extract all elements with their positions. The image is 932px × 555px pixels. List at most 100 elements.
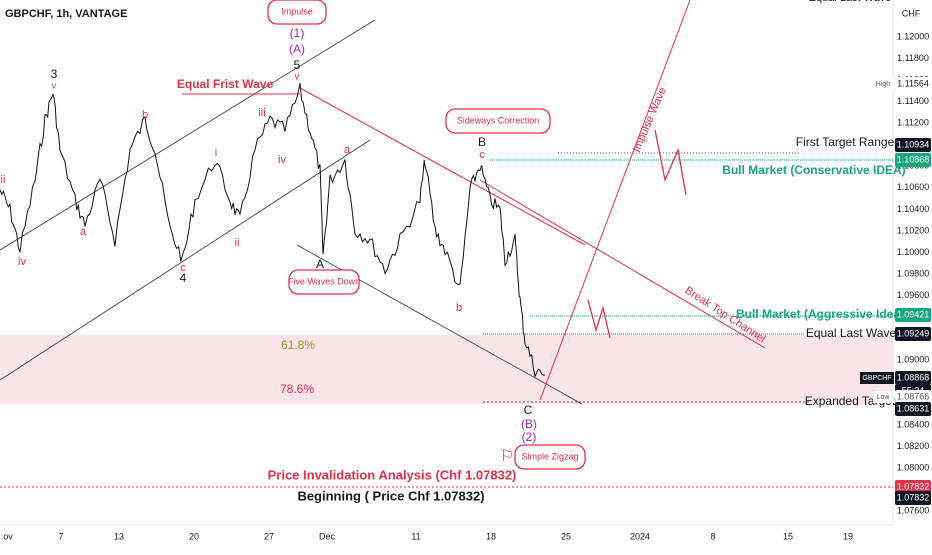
- time-tick-label: 11: [411, 531, 420, 541]
- price-tick-label: 1.10000: [897, 247, 930, 257]
- channel-lower: [0, 139, 371, 381]
- price-tag-note: High: [876, 81, 891, 88]
- wave-label: v: [52, 80, 57, 90]
- price-tick-label: 1.09000: [897, 355, 930, 365]
- tag-note-bg: [860, 372, 894, 384]
- price-tick-label: 1.10600: [897, 182, 930, 192]
- price-tick-label: 1.11800: [897, 53, 929, 63]
- price-tag: [895, 138, 931, 152]
- callout-text: Impulse: [281, 6, 313, 16]
- wave-label: 3: [51, 67, 58, 81]
- fib-zone: [0, 335, 893, 404]
- time-tick-label: 19: [843, 531, 853, 541]
- price-tick-label: 1.09800: [897, 268, 930, 278]
- annotation: Price Invalidation Analysis (Chf 1.07832…: [268, 467, 517, 482]
- price-tag-text: 1.08631: [897, 403, 930, 413]
- symbol-title: GBPCHF, 1h, VANTAGE: [5, 8, 127, 20]
- time-tick-label: 7: [58, 531, 63, 541]
- price-tag: [895, 371, 931, 385]
- price-tick-label: 1.11200: [897, 118, 929, 128]
- time-tick-label: 15: [783, 531, 793, 541]
- clipped-label: Equal Last Wave: [809, 0, 892, 4]
- wave-label: b: [142, 109, 148, 121]
- annotation: First Target Range: [796, 135, 895, 149]
- time-tick-label: 20: [189, 531, 199, 541]
- price-tag-text: 1.10934: [897, 139, 930, 149]
- price-tag: [895, 480, 931, 494]
- price-tag-text: 1.09249: [897, 328, 930, 338]
- price-tag-note: GBPCHF: [862, 375, 891, 382]
- price-line: [0, 83, 546, 379]
- tag-note-bg: [873, 78, 894, 90]
- wave-label: ii: [1, 174, 6, 186]
- price-tick-label: 1.11400: [897, 96, 929, 106]
- price-tick-label: 1.08000: [897, 462, 930, 472]
- wave-label: (1): [290, 26, 305, 40]
- price-tag: [895, 308, 931, 322]
- annotation: Bull Market (Aggressive Idea): [736, 307, 904, 321]
- wave-label: a: [80, 226, 87, 238]
- annotation: Equal Last Wave: [806, 326, 897, 340]
- annotation: 78.6%: [280, 382, 314, 396]
- wave-label: 4: [180, 271, 187, 285]
- time-tick-label: Dec: [319, 531, 336, 541]
- wave-label: iii: [258, 107, 265, 119]
- channel-upper: [0, 19, 376, 251]
- time-tick-label: 13: [114, 531, 124, 541]
- wave-label: ii: [235, 237, 240, 249]
- price-tick-label: 1.08200: [897, 441, 930, 451]
- annotation: 61.8%: [281, 338, 315, 352]
- price-tick-label: 1.12000: [897, 31, 930, 41]
- impulse-line: [539, 0, 691, 401]
- time-tick-label: 25: [561, 531, 571, 541]
- time-tick-label: ov: [3, 531, 13, 541]
- price-tick-label: 1.10400: [897, 204, 930, 214]
- price-tag: [895, 390, 931, 404]
- price-tag: [895, 153, 931, 167]
- break-line: [479, 179, 766, 349]
- wave-label: A: [316, 257, 324, 271]
- wave-label: iv: [18, 256, 26, 268]
- price-tag-text: 1.07832: [897, 481, 930, 491]
- price-tag: [895, 327, 931, 341]
- price-tag: [895, 491, 931, 505]
- price-tag-text: 1.10868: [897, 154, 930, 164]
- wave-label: C: [524, 403, 533, 417]
- price-tag-text: 1.11564: [897, 78, 929, 88]
- callout-box: [514, 444, 586, 470]
- callout-text: Five Waves Down: [288, 276, 360, 286]
- annotation: Equal Frist Wave: [177, 77, 274, 91]
- alert-icon: ⚐: [500, 448, 514, 465]
- wave-label: v: [295, 72, 300, 83]
- wave-label: (A): [289, 42, 305, 56]
- price-tick-label: 1.09600: [897, 290, 930, 300]
- price-tag-text: 1.09421: [897, 309, 930, 319]
- projection-zigzag: [654, 129, 687, 196]
- projection-zigzag: [587, 299, 611, 339]
- price-tick-label: 1.08400: [897, 419, 930, 429]
- price-tag-text: 1.07832: [897, 492, 930, 502]
- wave-label: c: [479, 149, 485, 161]
- price-tick-label: 1.10200: [897, 225, 930, 235]
- callout-box: [288, 269, 360, 295]
- callout-text: Sideways Correction: [457, 115, 540, 125]
- trend-line: [299, 87, 586, 246]
- wave-label: b: [456, 302, 462, 314]
- wave-label: (2): [522, 430, 537, 444]
- price-tag-note: Low: [877, 394, 891, 401]
- callout-text: Simple Zigzag: [521, 451, 578, 461]
- wave-label: c: [180, 262, 186, 274]
- callout-box: [445, 108, 551, 134]
- tag-note-bg: [873, 391, 894, 403]
- drawings: [0, 0, 893, 488]
- time-tick-label: 27: [264, 531, 274, 541]
- wave-label: 5: [294, 58, 301, 72]
- price-tag: [895, 77, 931, 91]
- price-tag-text: 1.08766: [897, 391, 930, 401]
- price-tag: [895, 402, 931, 416]
- wave-label: B: [478, 135, 486, 149]
- wave-label: iv: [278, 154, 286, 166]
- price-tick-label: 1.07600: [897, 505, 930, 515]
